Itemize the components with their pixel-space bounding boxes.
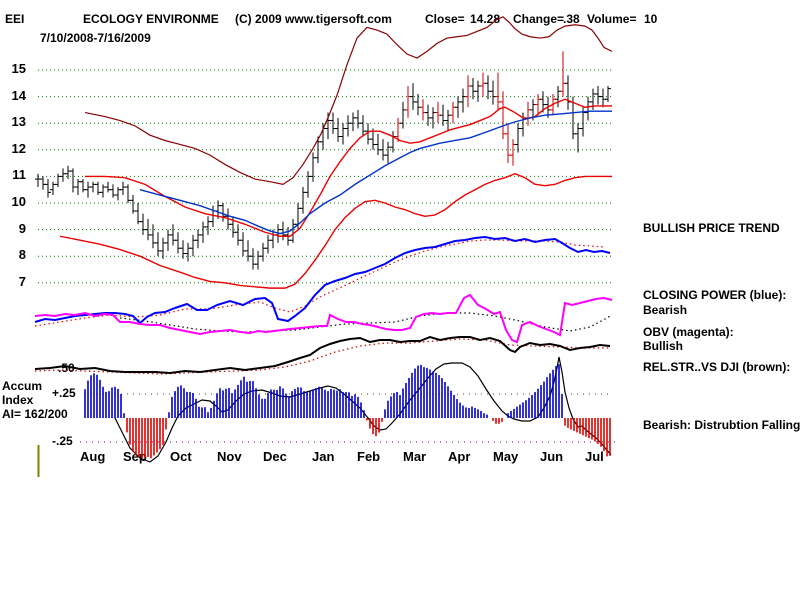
month-label: Dec: [263, 449, 287, 464]
change-value: .38: [563, 12, 580, 26]
price-tick-label: 13: [11, 114, 26, 130]
obv-annotation-label: OBV (magenta):: [643, 325, 734, 339]
month-label: Feb: [357, 449, 381, 464]
cp-annotation-status: Bearish: [643, 303, 688, 317]
company-name: ECOLOGY ENVIRONME: [83, 12, 219, 26]
month-label: Aug: [80, 449, 106, 464]
copyright-text: (C) 2009 www.tigersoft.com: [235, 12, 392, 26]
volume-value: 10: [644, 12, 658, 26]
price-tick-label: 10: [11, 194, 26, 209]
month-label: Jul: [585, 449, 604, 464]
accum-label-2: Index: [2, 393, 34, 407]
accum-annotation-status: Bearish: Distrubtion Falling.: [643, 418, 800, 432]
price-tick-label: 7: [18, 273, 26, 289]
month-label: Jan: [312, 449, 335, 464]
scale-p25-label: +.25: [52, 386, 76, 400]
scale-m25-label: -.25: [52, 434, 73, 448]
price-tick-label: 8: [18, 247, 26, 263]
month-label: Nov: [217, 449, 242, 464]
ticker-symbol: EEI: [5, 12, 25, 26]
close-value: 14.28: [470, 12, 501, 26]
cp-annotation-label: CLOSING POWER (blue):: [643, 288, 787, 302]
month-label: Oct: [170, 449, 192, 464]
date-range: 7/10/2008-7/16/2009: [40, 31, 151, 45]
price-tick-label: 11: [12, 167, 26, 183]
price-tick-label: 14: [11, 87, 26, 103]
accum-ai-value: AI= 162/200: [2, 407, 68, 421]
month-label: Mar: [403, 449, 427, 464]
rs-annotation-label: REL.STR..VS DJI (brown):: [643, 360, 791, 374]
obv-annotation-status: Bullish: [643, 339, 684, 353]
price-tick-label: 15: [11, 61, 26, 76]
price-tick-label: 9: [18, 220, 26, 236]
volume-label: Volume=: [587, 12, 637, 26]
change-label: Change=: [513, 12, 565, 26]
close-label: Close=: [425, 12, 465, 26]
month-label: Jun: [540, 449, 564, 464]
accum-label-1: Accum: [2, 379, 43, 393]
month-label: May: [493, 449, 519, 464]
price-tick-label: 12: [11, 140, 26, 156]
scale-50-label: .50: [58, 361, 75, 375]
price-trend-annotation: BULLISH PRICE TREND: [643, 221, 780, 235]
month-label: Sep: [123, 449, 147, 464]
month-label: Apr: [448, 449, 471, 464]
